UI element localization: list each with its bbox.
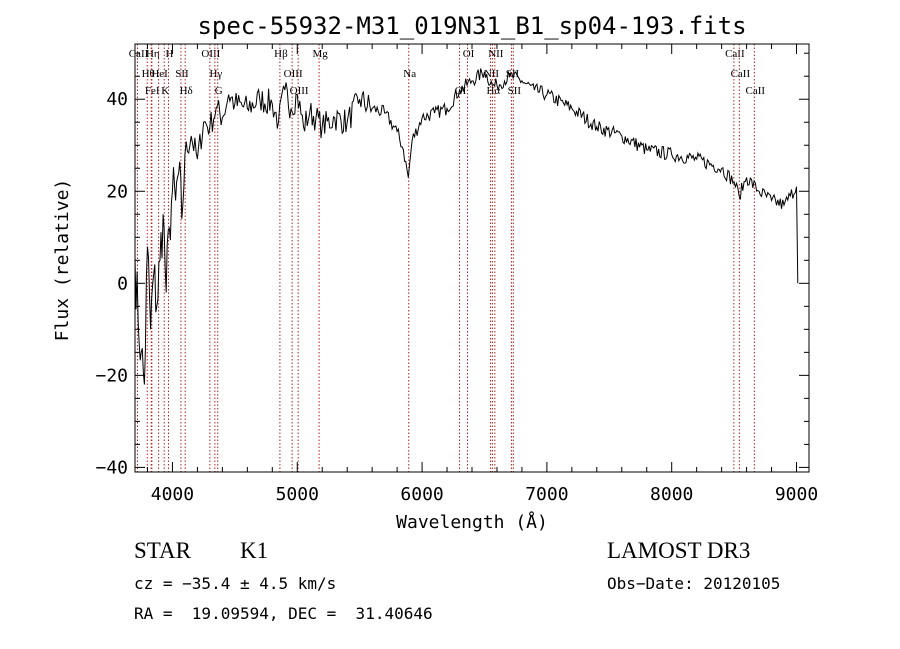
spectrum-line [134,68,799,385]
spectrum-series [134,68,799,385]
y-tick-label: 40 [106,89,128,110]
y-tick-label: 0 [117,273,128,294]
spectral-line-label: CaII [725,48,745,60]
spectral-line-label: CaII [731,68,751,80]
spectral-line-label: G [215,85,223,97]
spectral-line-label: SII [508,85,522,97]
y-tick-label: −20 [95,365,128,386]
spectral-line-label: Hγ [209,68,222,80]
spectral-line-label: OIII [290,85,309,97]
y-tick-label: 20 [106,181,128,202]
x-axis-label: Wavelength (Å) [396,511,548,533]
spectral-line-label: HeI [151,68,168,80]
obs-date: Obs−Date: 20120105 [607,574,781,593]
x-tick-label: 6000 [400,484,443,505]
spectral-line-markers: CaIIHθFeIHηHeIKHSIIHδOIIIHγGHβOIIIOIIIMg… [129,44,766,472]
spectral-line-label: K [161,85,169,97]
cz-value: cz = −35.4 ± 4.5 km/s [134,574,337,593]
spectral-line-label: CaII [129,48,149,60]
spectral-line-label: SII [175,68,189,80]
spectral-line-label: Na [403,68,416,80]
spectral-line-label: Hα [486,85,500,97]
spectral-line-label: H [165,48,173,60]
axes: 4000 5000 6000 7000 8000 9000 −40 −20 0 20 40 [95,44,818,505]
spectral-line-label: CaII [746,85,766,97]
x-tick-label: 9000 [775,484,818,505]
spectral-line-label: OIII [284,68,303,80]
spectral-line-label: NII [488,48,504,60]
plot-frame [134,43,810,473]
spectral-line-label: Hδ [180,85,193,97]
chart-title: spec-55932-M31_019N31_B1_sp04-193.fits [197,12,746,40]
x-tick-label: 8000 [650,484,693,505]
x-tick-label: 4000 [151,484,194,505]
y-tick-label: −40 [95,457,128,478]
spectral-line-label: OIII [201,48,220,60]
object-subclass: K1 [240,538,269,563]
y-axis-label: Flux (relative) [52,179,73,342]
object-class: STAR [134,538,191,563]
x-tick-label: 5000 [276,484,319,505]
spectral-line-label: NII [484,68,500,80]
spectral-line-label: Hη [146,48,160,60]
spectral-line-label: Mg [312,48,328,60]
spectral-line-label: FeI [145,85,160,97]
coordinates: RA = 19.09594, DEC = 31.40646 [134,604,433,623]
survey-name: LAMOST DR3 [607,538,751,563]
x-tick-label: 7000 [525,484,568,505]
spectral-line-label: Hβ [274,48,288,60]
spectral-line-label: OI [463,48,475,60]
